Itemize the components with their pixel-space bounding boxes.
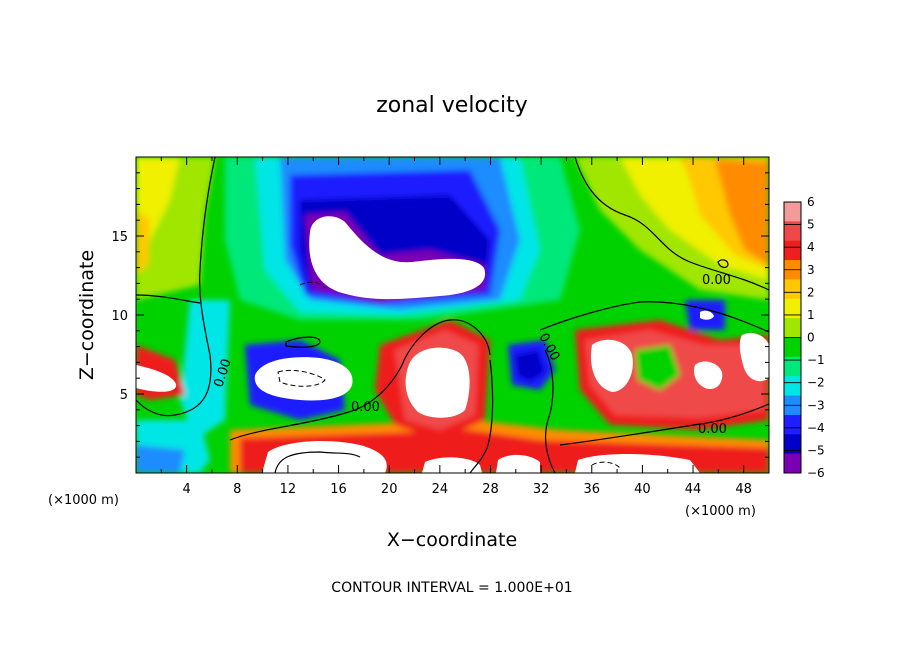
x-tick-label: 24 bbox=[432, 482, 449, 497]
contour-line bbox=[136, 294, 201, 304]
out-of-range-region bbox=[405, 347, 470, 418]
x-tick-label: 36 bbox=[583, 482, 600, 497]
colorbar-label: −2 bbox=[807, 376, 825, 390]
out-of-range-region bbox=[496, 454, 540, 473]
colorbar-label: 5 bbox=[807, 218, 815, 232]
colorbar-label: 2 bbox=[807, 285, 815, 299]
colorbar-swatch bbox=[784, 414, 801, 435]
contour-line bbox=[544, 349, 556, 473]
colorbar-swatch bbox=[784, 318, 801, 338]
x-tick-label: 32 bbox=[533, 482, 550, 497]
colorbar-label: 6 bbox=[807, 195, 815, 209]
colorbar-swatch bbox=[784, 376, 801, 397]
x-tick-label: 8 bbox=[233, 482, 241, 497]
out-of-range-regions bbox=[136, 216, 769, 473]
x-tick-label: 28 bbox=[482, 482, 499, 497]
contour-interval-note: CONTOUR INTERVAL = 1.000E+01 bbox=[331, 580, 572, 596]
dashed-contour bbox=[299, 281, 326, 289]
x-tick-label: 40 bbox=[634, 482, 651, 497]
field-region bbox=[515, 350, 545, 382]
out-of-range-region bbox=[575, 454, 700, 473]
x-tick-label: 48 bbox=[735, 482, 752, 497]
out-of-range-region bbox=[422, 457, 482, 473]
x-tick-label: 16 bbox=[330, 482, 347, 497]
colorbar-swatch bbox=[784, 202, 801, 222]
colorbar-label: −4 bbox=[807, 421, 825, 435]
colorbar-swatch bbox=[784, 356, 801, 377]
x-tick-label: 12 bbox=[280, 482, 297, 497]
x-tick-label: 44 bbox=[685, 482, 702, 497]
contour-line bbox=[717, 259, 729, 268]
contour-line bbox=[574, 157, 769, 291]
y-axis: 5 10 15 bbox=[111, 172, 769, 458]
colorbar-label: −5 bbox=[807, 443, 825, 457]
chart-title: zonal velocity bbox=[376, 93, 528, 118]
out-of-range-region bbox=[739, 333, 769, 382]
out-of-range-region bbox=[136, 365, 177, 392]
x-axis-unit-right: (×1000 m) bbox=[685, 504, 756, 519]
colorbar-swatch bbox=[784, 434, 801, 455]
y-tick-label: 5 bbox=[120, 388, 128, 403]
colorbar-swatch bbox=[784, 279, 801, 300]
contour-label: 0.00 bbox=[702, 273, 731, 288]
colorbar-label: 4 bbox=[807, 240, 815, 254]
out-of-range-region bbox=[694, 361, 723, 390]
field-region bbox=[136, 445, 185, 473]
out-of-range-region bbox=[700, 310, 714, 320]
field-region bbox=[635, 345, 680, 390]
out-of-range-region bbox=[590, 339, 633, 392]
dashed-contour bbox=[591, 461, 621, 469]
y-axis-label: Z−coordinate bbox=[76, 250, 98, 380]
colorbar-label: 3 bbox=[807, 263, 815, 277]
colorbar-label: −6 bbox=[807, 466, 825, 480]
out-of-range-region bbox=[262, 440, 387, 473]
colorbar-swatch bbox=[784, 298, 801, 319]
colorbar: 6 5 4 3 2 1 0 −1 −2 −3 −4 −5 −6 bbox=[783, 195, 825, 480]
y-tick-label: 10 bbox=[111, 309, 128, 324]
colorbar-label: −1 bbox=[807, 353, 825, 367]
colorbar-swatch bbox=[784, 221, 801, 242]
dashed-contours bbox=[277, 281, 621, 469]
dashed-contour bbox=[277, 369, 326, 387]
out-of-range-region bbox=[309, 216, 486, 300]
colorbar-swatch bbox=[784, 453, 801, 474]
colorbar-swatch bbox=[784, 240, 801, 261]
contour-line bbox=[285, 336, 321, 348]
contour-line bbox=[136, 157, 216, 417]
field-region bbox=[136, 210, 150, 275]
colorbar-swatch bbox=[784, 337, 801, 358]
field-region bbox=[180, 300, 230, 440]
x-axis: 4 8 12 16 20 24 28 32 36 40 44 48 bbox=[160, 157, 752, 497]
contour-label: 0.00 bbox=[698, 422, 727, 437]
colorbar-label: 0 bbox=[807, 331, 815, 345]
colorbar-label: 1 bbox=[807, 308, 815, 322]
contour-line bbox=[274, 451, 361, 473]
contour-lines bbox=[136, 157, 769, 473]
x-axis-unit-left: (×1000 m) bbox=[48, 493, 119, 508]
contour-label: 0.00 bbox=[351, 400, 380, 415]
x-tick-label: 4 bbox=[182, 482, 190, 497]
contour-line bbox=[229, 319, 491, 441]
x-axis-label: X−coordinate bbox=[387, 529, 517, 551]
plot-area: 0.00 0.00 0.00 0.00 0.00 bbox=[136, 157, 769, 473]
out-of-range-region bbox=[254, 357, 353, 401]
colorbar-label: −3 bbox=[807, 398, 825, 412]
field-region bbox=[715, 160, 769, 265]
x-tick-label: 20 bbox=[381, 482, 398, 497]
contour-line bbox=[539, 301, 769, 333]
contour-line bbox=[559, 403, 769, 446]
contour-line bbox=[469, 359, 494, 473]
y-tick-label: 15 bbox=[111, 230, 128, 245]
